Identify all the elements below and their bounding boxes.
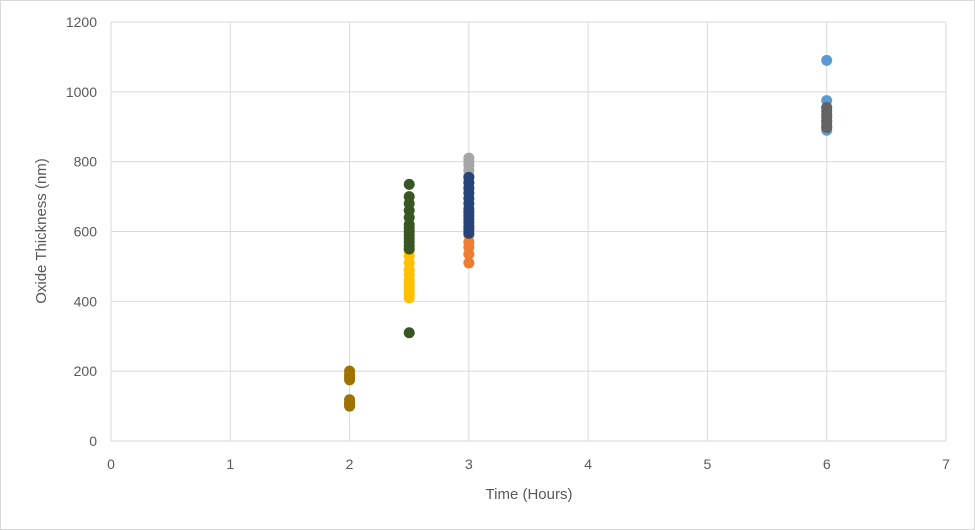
- x-tick-label: 2: [346, 456, 354, 472]
- data-point-series-2: [463, 257, 475, 269]
- y-tick-label: 200: [74, 363, 98, 379]
- data-point-series-8: [821, 121, 833, 133]
- y-tick-label: 400: [74, 293, 98, 309]
- data-point-series-7: [403, 327, 415, 339]
- x-axis-tick-labels: 0 1 2 3 4 5 6 7: [107, 456, 950, 472]
- x-tick-label: 1: [226, 456, 234, 472]
- y-tick-label: 0: [89, 433, 97, 449]
- x-tick-label: 0: [107, 456, 115, 472]
- gridlines: [110, 21, 947, 442]
- data-points: [344, 54, 833, 412]
- x-tick-label: 3: [465, 456, 473, 472]
- x-tick-label: 6: [823, 456, 831, 472]
- x-tick-label: 5: [704, 456, 712, 472]
- y-axis-tick-labels: 0 200 400 600 800 1000 1200: [66, 14, 97, 449]
- y-tick-label: 600: [74, 224, 98, 240]
- data-point-series-6: [344, 394, 356, 406]
- data-point-series-1: [821, 54, 833, 66]
- y-tick-label: 1200: [66, 14, 97, 30]
- y-tick-label: 800: [74, 154, 98, 170]
- x-axis-title: Time (Hours): [486, 486, 573, 503]
- y-axis-title: Oxide Thickness (nm): [33, 158, 50, 304]
- y-tick-label: 1000: [66, 84, 97, 100]
- data-point-series-7: [403, 191, 415, 203]
- x-tick-label: 4: [584, 456, 592, 472]
- data-point-series-7: [403, 178, 415, 190]
- data-point-series-5: [463, 171, 475, 183]
- data-point-series-6: [344, 365, 356, 377]
- x-tick-label: 7: [942, 456, 950, 472]
